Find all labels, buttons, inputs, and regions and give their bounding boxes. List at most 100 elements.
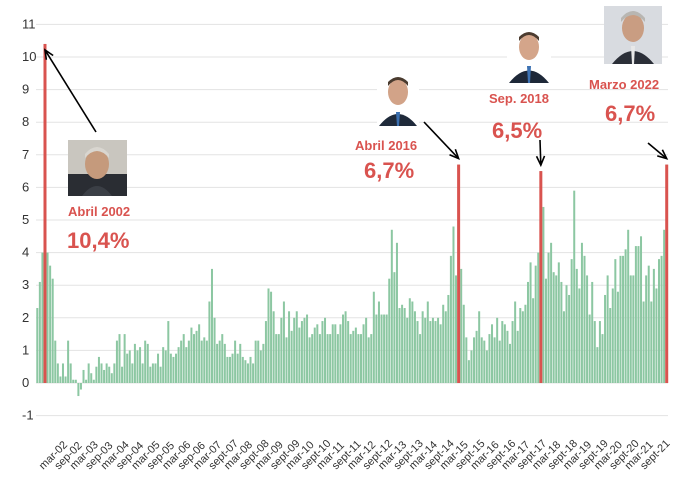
bar xyxy=(452,226,455,383)
bar xyxy=(550,242,553,383)
bar xyxy=(480,337,483,383)
bar xyxy=(444,311,447,383)
bar xyxy=(82,369,85,383)
bar xyxy=(526,281,529,383)
bar xyxy=(97,356,100,383)
bar xyxy=(249,356,252,383)
bar xyxy=(598,321,601,383)
bar xyxy=(388,278,391,383)
annotation-label-2022: Marzo 2022 xyxy=(589,77,659,92)
bar xyxy=(377,301,380,383)
y-tick-label: -1 xyxy=(22,408,34,423)
x-axis-tick-labels: mar-02sep-02mar-03sep-03mar-04sep-04mar-… xyxy=(37,438,673,472)
bar xyxy=(185,347,188,383)
bar xyxy=(259,350,262,383)
bar xyxy=(141,363,144,383)
bar xyxy=(372,291,375,383)
bar xyxy=(190,327,193,383)
bar xyxy=(334,324,337,383)
bar xyxy=(151,363,154,383)
bar xyxy=(100,363,103,383)
annotation-value-2022: 6,7% xyxy=(605,101,655,126)
bar xyxy=(383,314,386,383)
bar xyxy=(406,317,409,383)
bar xyxy=(491,324,494,383)
bar xyxy=(293,317,296,383)
bar xyxy=(349,334,352,383)
bar xyxy=(498,340,501,383)
annotation-arrowhead xyxy=(657,149,669,160)
bar xyxy=(357,334,360,383)
bar xyxy=(167,321,170,383)
bar xyxy=(195,330,198,383)
bar xyxy=(308,337,311,383)
bar xyxy=(246,363,249,383)
bar xyxy=(516,330,519,383)
bar xyxy=(126,353,129,383)
bar xyxy=(514,301,517,383)
bar xyxy=(342,314,345,383)
bar xyxy=(203,337,206,383)
bar xyxy=(370,334,373,383)
bar xyxy=(90,373,93,383)
bar xyxy=(652,268,655,383)
bar xyxy=(632,275,635,383)
bar xyxy=(560,281,563,383)
bar xyxy=(455,275,458,383)
bar xyxy=(521,311,524,383)
portrait-photo-2002 xyxy=(68,140,127,196)
portrait-photo-2022 xyxy=(604,6,662,64)
annotation-value-2016: 6,7% xyxy=(364,158,414,183)
annotation-label-2016: Abril 2016 xyxy=(355,138,417,153)
bar xyxy=(133,343,136,383)
bar xyxy=(282,301,285,383)
annotation-arrowhead xyxy=(535,155,546,168)
bar xyxy=(532,298,535,383)
bar xyxy=(467,360,470,383)
bar xyxy=(570,259,573,383)
bar xyxy=(354,327,357,383)
y-tick-label: 5 xyxy=(22,212,29,227)
portrait-photo-2016 xyxy=(377,72,419,126)
bar xyxy=(591,281,594,383)
bar xyxy=(627,229,630,383)
bar xyxy=(519,308,522,383)
bar xyxy=(508,343,512,383)
bar xyxy=(226,356,229,383)
bar xyxy=(290,330,293,383)
y-tick-label: 9 xyxy=(22,82,29,97)
bar xyxy=(262,343,265,383)
bar xyxy=(624,249,627,383)
bar xyxy=(660,255,663,383)
bar xyxy=(326,334,329,383)
bar xyxy=(223,343,226,383)
bar xyxy=(46,252,49,383)
bar xyxy=(562,311,565,383)
bars xyxy=(36,43,669,397)
bar xyxy=(252,363,255,383)
bar xyxy=(169,353,172,383)
bar xyxy=(663,229,666,383)
bar xyxy=(236,353,239,383)
bar xyxy=(108,366,111,383)
bar xyxy=(159,366,162,383)
bar xyxy=(640,236,643,383)
bar xyxy=(524,304,527,383)
bar xyxy=(295,311,298,383)
bar xyxy=(658,259,661,383)
bar xyxy=(131,363,134,383)
annotation-value-2018: 6,5% xyxy=(492,118,542,143)
annotation-arrow xyxy=(647,142,668,160)
bar xyxy=(36,308,39,383)
bar xyxy=(303,317,306,383)
y-tick-label: 7 xyxy=(22,147,29,162)
bar xyxy=(110,373,113,383)
bar xyxy=(49,265,52,383)
bar xyxy=(583,255,586,383)
bar xyxy=(637,246,640,383)
bar xyxy=(421,311,424,383)
bar xyxy=(270,291,273,383)
bar xyxy=(568,294,571,383)
highlight-bar xyxy=(43,43,47,384)
bar xyxy=(596,347,599,383)
